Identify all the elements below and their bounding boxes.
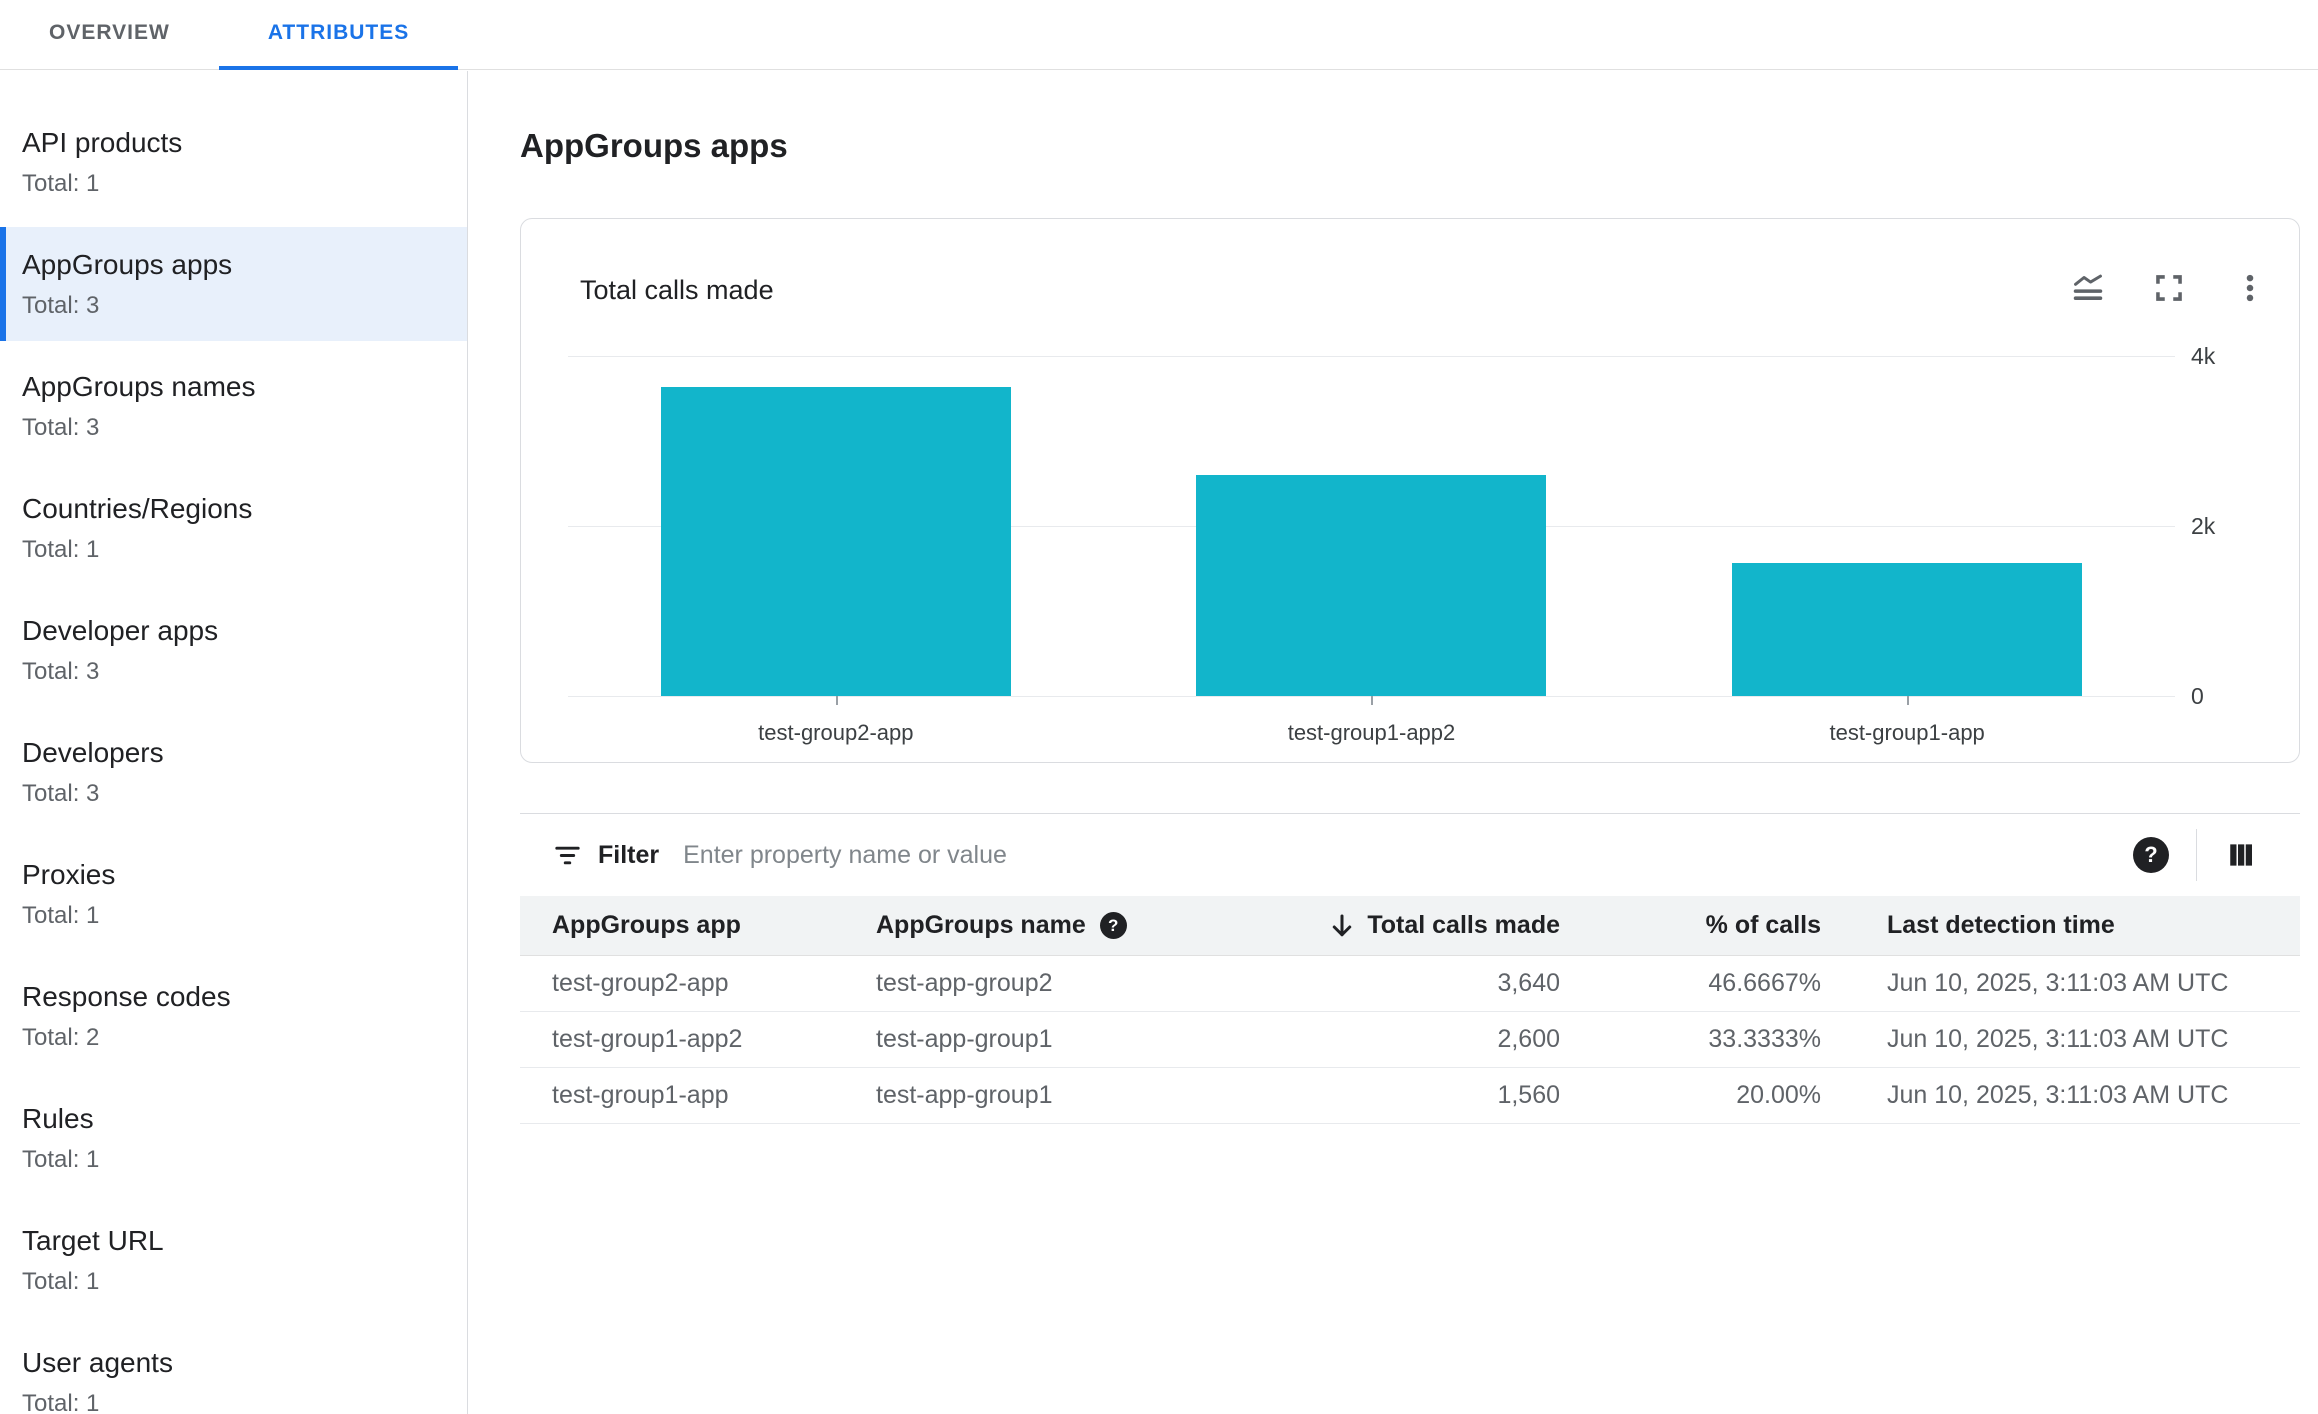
sidebar-item-label: Developers: [22, 737, 164, 768]
sidebar-item-label: Countries/Regions: [22, 493, 253, 524]
sidebar-item-total: Total: 3: [22, 780, 100, 807]
column-header-last-detection: Last detection time: [1887, 911, 2115, 939]
cell-last-detection: Jun 10, 2025, 3:11:03 AM UTC: [1887, 1081, 2229, 1109]
sidebar-item-total: Total: 1: [22, 1268, 100, 1295]
sidebar-item-total: Total: 1: [22, 902, 100, 929]
sidebar-item-label: API products: [22, 127, 183, 158]
cell-appgroups-name: test-app-group1: [876, 1025, 1053, 1053]
chart-bar[interactable]: [660, 387, 1011, 696]
sidebar-item-developers[interactable]: Developers Total: 3: [0, 715, 467, 829]
sidebar-item-label: User agents: [22, 1347, 173, 1378]
table-body: test-group2-app test-app-group2 3,640 46…: [520, 956, 2300, 1124]
sort-descending-icon: [1327, 911, 1357, 941]
attributes-table-section: Filter ? AppGroups app AppGroups name ?: [520, 813, 2300, 1124]
tab-attributes[interactable]: ATTRIBUTES: [218, 0, 459, 70]
sidebar-item-api-products[interactable]: API products Total: 1: [0, 105, 467, 219]
y-tick-label: 4k: [2191, 343, 2216, 369]
sidebar-item-total: Total: 3: [22, 414, 100, 441]
top-tab-bar: OVERVIEW ATTRIBUTES: [0, 0, 2318, 70]
cell-total-calls: 2,600: [1497, 1025, 1560, 1053]
x-tick: [1907, 696, 1910, 705]
chart-type-icon[interactable]: [2071, 271, 2105, 305]
cell-appgroups-app: test-group1-app2: [552, 1025, 743, 1053]
cell-appgroups-app: test-group2-app: [552, 969, 729, 997]
column-help-icon[interactable]: ?: [1099, 912, 1127, 939]
attributes-sidebar: API products Total: 1 AppGroups apps Tot…: [0, 71, 468, 1414]
cell-appgroups-app: test-group1-app: [552, 1081, 729, 1109]
x-category-label: test-group1-app: [1829, 720, 1985, 745]
sidebar-item-label: Rules: [22, 1103, 94, 1134]
sidebar-item-label: Proxies: [22, 859, 116, 890]
sidebar-item-appgroups-names[interactable]: AppGroups names Total: 3: [0, 349, 467, 463]
sidebar-item-label: AppGroups apps: [22, 249, 233, 280]
y-tick-label: 0: [2191, 683, 2204, 709]
sidebar-item-developer-apps[interactable]: Developer apps Total: 3: [0, 593, 467, 707]
sidebar-item-label: Target URL: [22, 1225, 164, 1256]
sidebar-item-label: Response codes: [22, 981, 231, 1012]
sidebar-item-countries-regions[interactable]: Countries/Regions Total: 1: [0, 471, 467, 585]
table-row: test-group2-app test-app-group2 3,640 46…: [520, 956, 2300, 1012]
sidebar-item-label: AppGroups names: [22, 371, 256, 402]
sidebar-item-total: Total: 1: [22, 536, 100, 563]
filter-bar: Filter ?: [520, 814, 2300, 896]
sidebar-item-proxies[interactable]: Proxies Total: 1: [0, 837, 467, 951]
filter-input[interactable]: [683, 840, 2133, 870]
chart-bar[interactable]: [1732, 563, 2083, 696]
y-tick-label: 2k: [2191, 513, 2216, 539]
sidebar-item-response-codes[interactable]: Response codes Total: 2: [0, 959, 467, 1073]
sidebar-item-total: Total: 3: [22, 292, 100, 319]
bar-slot: test-group1-app: [1639, 356, 2175, 745]
chart-title: Total calls made: [580, 275, 774, 305]
tab-overview[interactable]: OVERVIEW: [49, 21, 170, 44]
cell-total-calls: 1,560: [1497, 1081, 1560, 1109]
main-content: AppGroups apps Total calls made: [469, 71, 2318, 1414]
table-header-row: AppGroups app AppGroups name ? Total cal…: [520, 896, 2300, 956]
filter-label: Filter: [598, 840, 660, 869]
bar-slot: test-group2-app: [568, 356, 1104, 745]
sidebar-item-user-agents[interactable]: User agents Total: 1: [0, 1325, 467, 1414]
sidebar-item-rules[interactable]: Rules Total: 1: [0, 1081, 467, 1195]
sidebar-item-total: Total: 3: [22, 658, 100, 685]
column-header-pct-calls: % of calls: [1705, 911, 1821, 939]
sidebar-item-total: Total: 1: [22, 1146, 100, 1173]
sidebar-item-label: Developer apps: [22, 615, 219, 646]
cell-last-detection: Jun 10, 2025, 3:11:03 AM UTC: [1887, 1025, 2229, 1053]
chart-toolbar: [2071, 271, 2267, 305]
column-header-appgroups-name: AppGroups name ?: [844, 911, 1174, 940]
sidebar-item-total: Total: 1: [22, 170, 100, 197]
chart-card: Total calls made: [520, 218, 2300, 763]
sidebar-item-total: Total: 2: [22, 1024, 100, 1051]
sidebar-item-target-url[interactable]: Target URL Total: 1: [0, 1203, 467, 1317]
fullscreen-icon[interactable]: [2152, 271, 2186, 305]
cell-pct-calls: 46.6667%: [1708, 969, 1821, 997]
x-tick: [835, 696, 838, 705]
sidebar-item-appgroups-apps[interactable]: AppGroups apps Total: 3: [0, 227, 467, 341]
column-settings-icon[interactable]: [2224, 838, 2258, 872]
cell-pct-calls: 33.3333%: [1708, 1025, 1821, 1053]
chart-bars: test-group2-app test-group1-app2 test-gr…: [568, 356, 2175, 745]
column-header-total-calls[interactable]: Total calls made: [1174, 911, 1592, 941]
filter-icon: [554, 842, 581, 869]
x-category-label: test-group1-app2: [1287, 720, 1456, 745]
table-row: test-group1-app test-app-group1 1,560 20…: [520, 1068, 2300, 1124]
cell-pct-calls: 20.00%: [1736, 1081, 1821, 1109]
chart-bar[interactable]: [1196, 475, 1547, 696]
x-tick: [1371, 696, 1374, 705]
x-category-label: test-group2-app: [758, 720, 914, 745]
gridline: [568, 356, 2175, 357]
bar-slot: test-group1-app2: [1104, 356, 1640, 745]
table-row: test-group1-app2 test-app-group1 2,600 3…: [520, 1012, 2300, 1068]
bar-chart: 4k 2k 0 test-group2-app test-group1-app2…: [568, 345, 2215, 745]
sidebar-item-total: Total: 1: [22, 1390, 100, 1414]
cell-last-detection: Jun 10, 2025, 3:11:03 AM UTC: [1887, 969, 2229, 997]
divider: [2196, 829, 2197, 881]
column-header-appgroups-app: AppGroups app: [552, 911, 741, 939]
cell-total-calls: 3,640: [1497, 969, 1560, 997]
cell-appgroups-name: test-app-group1: [876, 1081, 1053, 1109]
more-options-icon[interactable]: [2233, 271, 2267, 305]
filter-help-icon[interactable]: ?: [2133, 837, 2169, 873]
page-title: AppGroups apps: [520, 127, 788, 164]
cell-appgroups-name: test-app-group2: [876, 969, 1053, 997]
